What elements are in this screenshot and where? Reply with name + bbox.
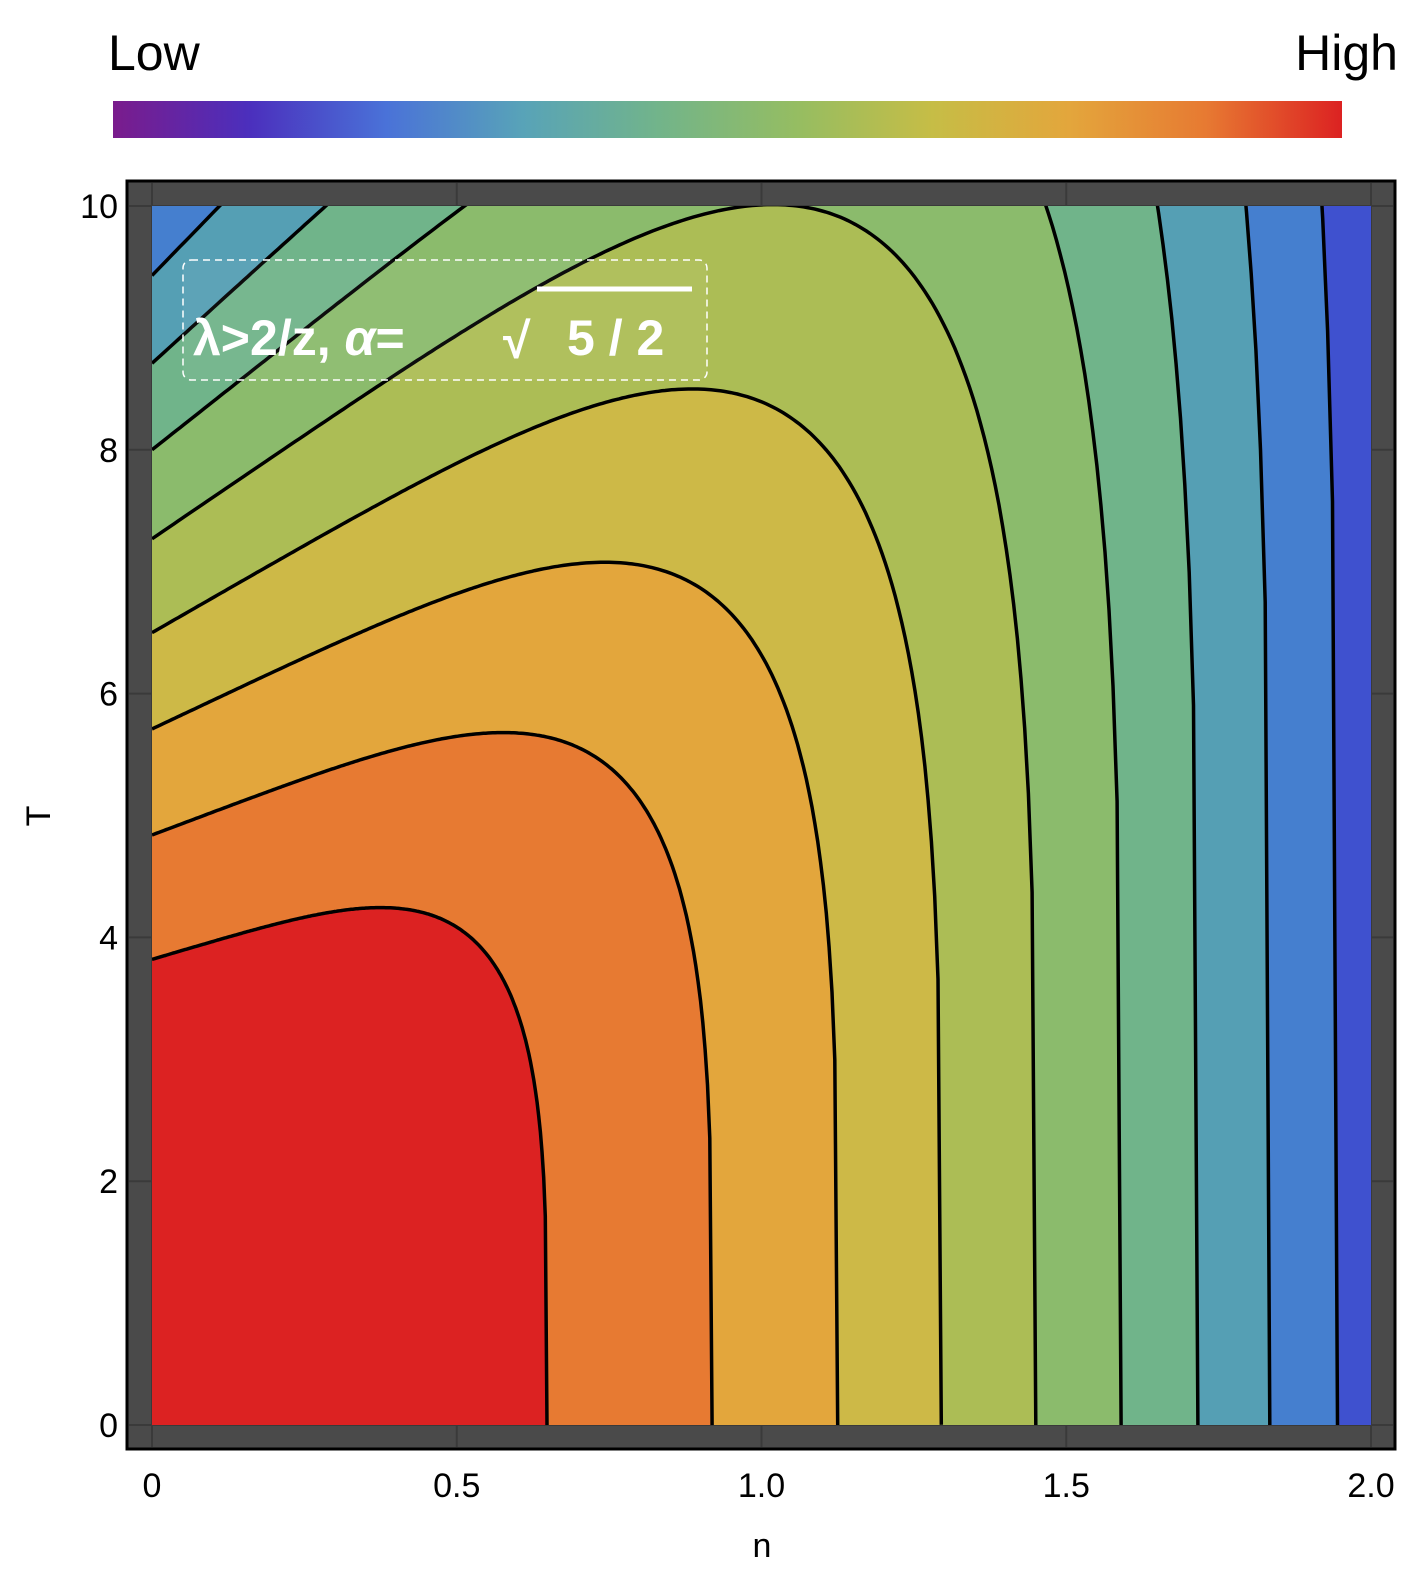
y-tick-label-4: 8 [99,432,118,470]
annotation-alpha: α [345,310,378,366]
x-tick-label-1: 0.5 [433,1467,480,1505]
contour-lines [152,206,1340,1425]
y-tick-label-0: 0 [99,1407,118,1445]
x-tick-label-2: 1.0 [738,1467,785,1505]
y-tick-labels: 0 2 4 6 8 10 [80,188,118,1445]
contour-line-5 [152,206,1123,1425]
contour-line-2 [152,560,840,1425]
annotation-text: λ>2/z, α= [193,310,405,366]
y-tick-label-5: 10 [80,188,118,226]
x-tick-labels: 0 0.5 1.0 1.5 2.0 [143,1467,1395,1505]
contour-line-0 [152,905,549,1425]
annotation-sqrt-sign: √ [503,313,531,369]
x-axis-title: n [753,1527,772,1565]
x-tick-label-0: 0 [143,1467,162,1505]
colorbar [113,101,1342,138]
contour-line-4 [152,206,1038,1425]
annotation-equals: = [376,310,405,366]
contour-fills [152,206,1371,1425]
contour-region-0 [152,907,547,1425]
y-tick-label-3: 6 [99,676,118,714]
x-tick-label-4: 2.0 [1347,1467,1394,1505]
colorbar-low-label: Low [108,25,201,81]
annotation-box: λ>2/z, α= √ 5 / 2 [182,259,708,381]
y-tick-label-1: 2 [99,1163,118,1201]
contour-line-1 [152,730,714,1425]
x-tick-label-3: 1.5 [1043,1467,1090,1505]
annotation-radicand: 5 / 2 [567,310,664,366]
annotation-prefix: λ>2/z, [193,310,345,366]
y-axis-title: T [20,806,58,827]
colorbar-high-label: High [1295,25,1398,81]
y-tick-label-2: 4 [99,919,118,957]
plot-area [152,206,1371,1425]
contour-line-3 [152,387,944,1425]
